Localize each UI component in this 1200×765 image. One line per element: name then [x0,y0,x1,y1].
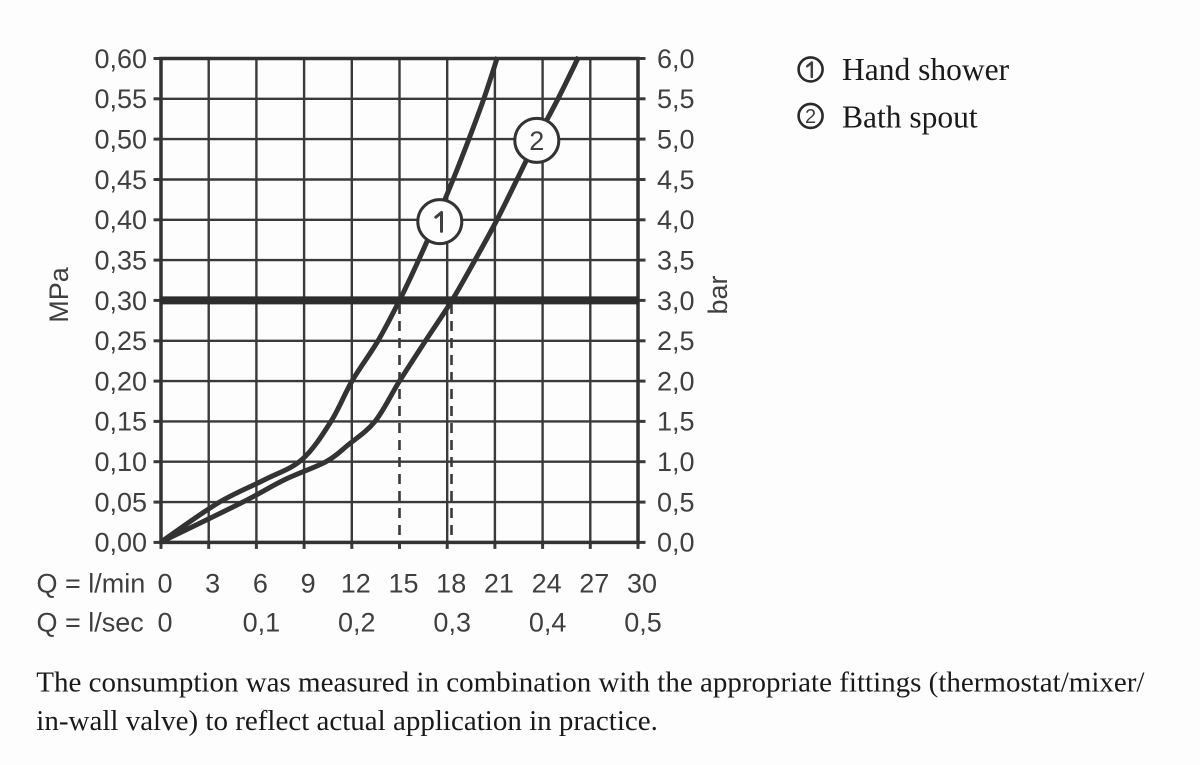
svg-text:Bath spout: Bath spout [842,99,978,134]
svg-text:0,20: 0,20 [94,366,147,396]
svg-text:Q = l/min: Q = l/min [37,569,146,599]
svg-text:4,5: 4,5 [657,165,695,195]
svg-text:15: 15 [388,569,418,599]
svg-text:3: 3 [205,569,220,599]
svg-text:30: 30 [627,569,657,599]
svg-text:5,0: 5,0 [657,124,695,154]
svg-text:0,45: 0,45 [94,165,147,195]
svg-text:18: 18 [436,569,466,599]
svg-text:5,5: 5,5 [657,84,695,114]
svg-text:0,50: 0,50 [94,124,147,154]
svg-text:24: 24 [532,569,562,599]
svg-text:0,3: 0,3 [433,608,471,638]
svg-text:0,55: 0,55 [94,84,147,114]
svg-text:Q = l/sec: Q = l/sec [37,608,144,638]
svg-text:2: 2 [805,106,816,128]
svg-text:6: 6 [253,569,268,599]
svg-text:6,0: 6,0 [657,44,695,74]
svg-text:27: 27 [579,569,609,599]
svg-text:0,2: 0,2 [338,608,376,638]
svg-text:4,0: 4,0 [657,205,695,235]
svg-text:0: 0 [157,569,172,599]
svg-text:9: 9 [301,569,316,599]
svg-text:0,0: 0,0 [657,528,695,558]
svg-text:0,00: 0,00 [94,528,147,558]
svg-text:0,10: 0,10 [94,447,147,477]
svg-text:0,5: 0,5 [657,487,695,517]
svg-text:Hand shower: Hand shower [842,52,1010,87]
svg-text:3,5: 3,5 [657,245,695,275]
svg-text:0,40: 0,40 [94,205,147,235]
svg-text:1,5: 1,5 [657,407,695,437]
svg-text:0,05: 0,05 [94,487,147,517]
svg-text:0,35: 0,35 [94,245,147,275]
svg-text:2,5: 2,5 [657,326,695,356]
svg-text:0,15: 0,15 [94,407,147,437]
svg-text:0,5: 0,5 [624,608,662,638]
svg-text:2,0: 2,0 [657,366,695,396]
svg-text:12: 12 [341,569,371,599]
svg-text:0,25: 0,25 [94,326,147,356]
svg-text:The consumption was measured i: The consumption was measured in combinat… [36,667,1145,699]
svg-text:0,30: 0,30 [94,286,147,316]
svg-text:2: 2 [529,126,544,156]
svg-text:3,0: 3,0 [657,286,695,316]
svg-text:0: 0 [157,608,172,638]
svg-text:in-wall valve) to reflect actu: in-wall valve) to reflect actual applica… [36,705,658,737]
svg-text:1,0: 1,0 [657,447,695,477]
svg-text:bar: bar [703,275,733,314]
svg-text:0,4: 0,4 [529,608,567,638]
svg-text:0,60: 0,60 [94,44,147,74]
svg-text:0,1: 0,1 [243,608,281,638]
svg-text:21: 21 [484,569,514,599]
svg-text:MPa: MPa [44,266,74,323]
